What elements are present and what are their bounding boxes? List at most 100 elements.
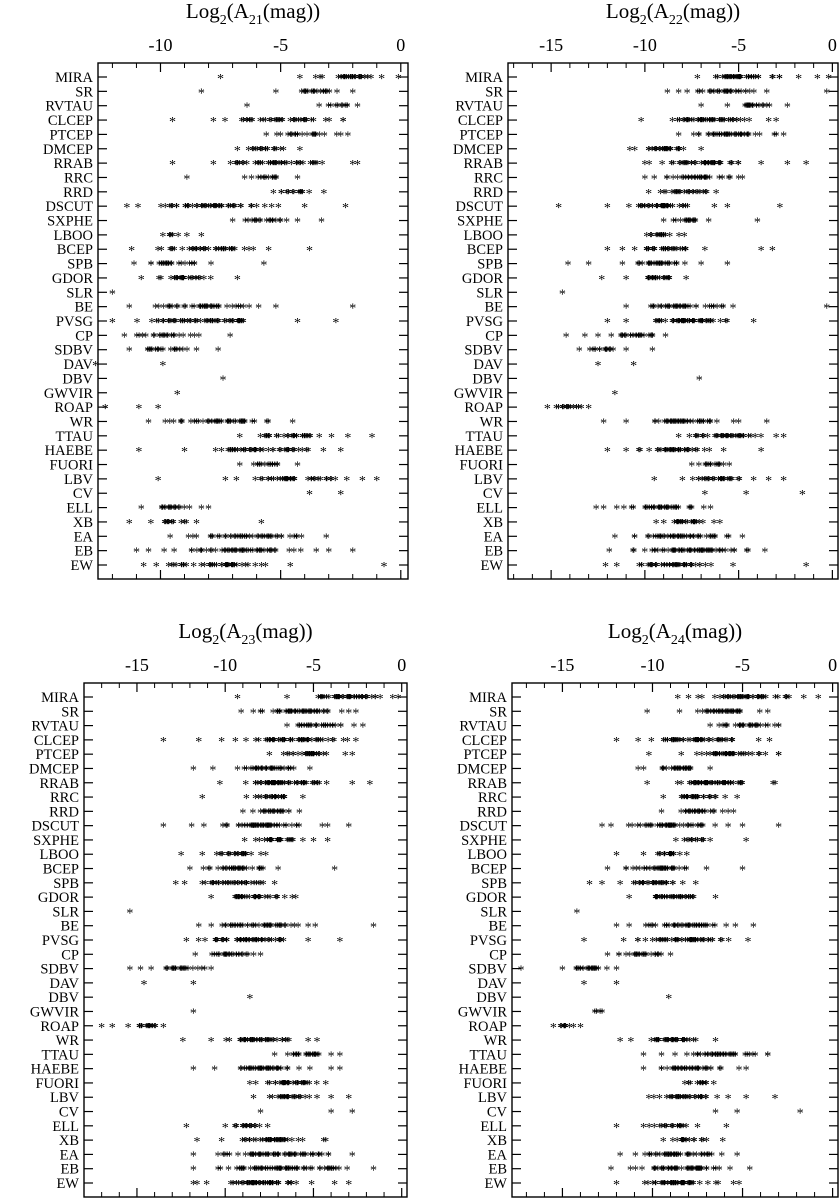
data-point: * [208,546,215,561]
data-point: * [724,86,731,101]
data-point: * [240,1121,247,1136]
data-point: * [327,721,334,736]
data-point: * [283,445,290,460]
data-point: * [203,201,210,216]
data-point: * [234,273,241,288]
data-point: * [283,474,290,489]
data-point: * [202,201,209,216]
data-point: * [323,531,330,546]
data-point: * [268,935,275,950]
data-point: * [280,792,287,807]
data-point: * [249,806,256,821]
outlier-point: * [179,1035,186,1050]
data-point: * [243,735,250,750]
title-close: (mag)) [683,0,740,23]
data-point: * [211,201,218,216]
data-point: * [327,474,334,489]
data-point: * [679,517,686,532]
data-point: * [240,302,247,317]
data-point: * [224,560,231,575]
data-point: * [274,706,281,721]
data-point: * [652,878,659,893]
data-point: * [661,546,668,561]
outlier-point: * [645,144,652,159]
data-point: * [250,144,257,159]
data-point: * [208,302,215,317]
data-point: * [714,129,721,144]
data-point: * [244,821,251,836]
data-point: * [302,115,309,130]
data-point: * [299,1135,306,1150]
data-point: * [285,431,292,446]
data-point: * [686,431,693,446]
data-point: * [182,201,189,216]
data-point: * [659,201,666,216]
data-point: * [702,158,709,173]
data-point: * [294,460,301,475]
data-point: * [687,546,694,561]
data-point: * [307,1149,314,1164]
data-point: * [185,273,192,288]
data-point: * [746,86,753,101]
category-label-ew: EW [484,1176,507,1192]
data-point: * [192,316,199,331]
data-point: * [215,416,222,431]
data-point: * [673,187,680,202]
data-point: * [257,144,264,159]
data-point: * [667,949,674,964]
data-point: * [265,158,272,173]
data-point: * [649,273,656,288]
data-point: * [592,345,599,360]
data-point: * [642,503,649,518]
data-point: * [735,1064,742,1079]
data-point: * [123,201,130,216]
data-point: * [690,216,697,231]
data-point: * [645,560,652,575]
data-point: * [677,158,684,173]
data-point: * [202,302,209,317]
data-point: * [126,302,133,317]
data-point: * [370,1164,377,1179]
data-point: * [684,86,691,101]
data-point: * [211,1064,218,1079]
data-point: * [645,201,652,216]
data-point: * [738,129,745,144]
data-point: * [168,244,175,259]
data-point: * [285,187,292,202]
data-point: * [643,244,650,259]
data-point: * [662,316,669,331]
data-point: * [732,431,739,446]
data-point: * [707,763,714,778]
data-point: * [669,878,676,893]
data-point: * [731,546,738,561]
data-point: * [197,316,204,331]
data-point: * [251,416,258,431]
data-point: * [181,878,188,893]
data-point: * [163,964,170,979]
data-point: * [702,158,709,173]
data-point: * [721,115,728,130]
data-point: * [709,115,716,130]
data-point: * [203,316,210,331]
data-point: * [222,244,229,259]
outlier-point: * [604,445,611,460]
data-point: * [318,692,325,707]
data-point: * [712,792,719,807]
data-point: * [705,935,712,950]
data-point: * [305,749,312,764]
data-point: * [692,172,699,187]
data-point: * [653,201,660,216]
data-point: * [171,244,178,259]
data-point: * [395,692,402,707]
data-point: * [706,86,713,101]
data-point: * [229,546,236,561]
data-point: * [212,316,219,331]
data-point: * [283,474,290,489]
data-point: * [297,187,304,202]
data-point: * [681,259,688,274]
data-point: * [704,1178,711,1193]
data-point: * [694,1121,701,1136]
data-point: * [627,1035,634,1050]
x-tick-label: -15 [550,655,574,675]
data-point: * [231,201,238,216]
